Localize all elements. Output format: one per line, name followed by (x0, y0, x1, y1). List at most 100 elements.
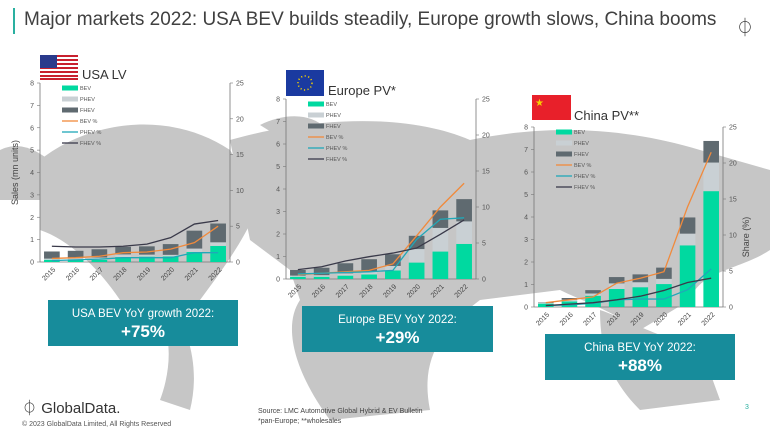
kpi-china-label: China BEV YoY 2022: (584, 342, 696, 354)
y-tick-label: 1 (524, 282, 528, 289)
y2-tick-label: 15 (236, 152, 244, 159)
legend-label: FHEV (326, 124, 341, 130)
bar-bev-2020 (162, 256, 179, 262)
x-tick-label: 2017 (583, 311, 599, 327)
y-tick-label: 5 (524, 192, 528, 199)
copyright: © 2023 GlobalData Limited, All Rights Re… (22, 421, 172, 428)
bar-phev-2016 (561, 299, 578, 302)
bar-fhev-2016 (313, 267, 330, 276)
bar-phev-2020 (656, 278, 672, 285)
line-phev-share (297, 217, 465, 275)
line-bev-share (51, 225, 219, 260)
y-tick-label: 6 (276, 142, 280, 149)
y2-tick-label: 15 (482, 169, 490, 176)
kpi-usa-label: USA BEV YoY growth 2022: (71, 308, 215, 320)
y-tick-label: 8 (524, 125, 528, 132)
bar-fhev-2020 (656, 267, 672, 279)
y-tick-label: 3 (30, 192, 34, 199)
bar-fhev-2016 (561, 298, 578, 300)
bar-bev-2021 (679, 245, 696, 307)
legend-item: FHEV % (62, 141, 101, 147)
bar-phev-2022 (703, 162, 719, 192)
line-phev-share (51, 252, 219, 262)
kpi-europe-label: Europe BEV YoY 2022: (338, 314, 457, 326)
bar-phev-2018 (608, 283, 625, 289)
bar-phev-2021 (186, 248, 203, 252)
line-fhev-share (545, 277, 712, 307)
page-number: 3 (745, 404, 749, 411)
legend-label: BEV (80, 86, 91, 92)
x-tick-label: 2015 (535, 311, 551, 327)
legend-label: BEV (326, 102, 337, 108)
legend-label: PHEV % (80, 130, 102, 136)
y-tick-label: 0 (524, 305, 528, 312)
y-tick-label: 7 (276, 119, 280, 126)
bar-bev-2016 (67, 259, 84, 262)
chart-title: Europe PV* (328, 83, 396, 98)
bar-phev-2017 (337, 273, 354, 276)
footnote-text: *pan-Europe; **wholesales (258, 418, 342, 425)
y-tick-label: 2 (524, 260, 528, 267)
bar-fhev-2022 (456, 199, 472, 222)
y2-tick-label: 5 (482, 241, 486, 248)
line-fhev-share (51, 219, 219, 248)
y-tick-label: 3 (524, 237, 528, 244)
y2-tick-label: 0 (482, 277, 486, 284)
y2-tick-label: 25 (729, 125, 737, 132)
bar-bev-2022 (210, 245, 226, 262)
bar-phev-2016 (313, 275, 330, 277)
legend-label: PHEV (326, 113, 341, 119)
y-tick-label: 1 (30, 237, 34, 244)
globaldata-logo: ⏀ GlobalData. (22, 397, 120, 418)
title-accent-bar (13, 8, 15, 34)
y2-tick-label: 20 (482, 133, 490, 140)
x-tick-label: 2016 (559, 311, 575, 327)
y-tick-label: 2 (276, 232, 280, 239)
bar-fhev-2017 (585, 290, 601, 294)
bar-phev-2015 (290, 275, 306, 277)
y-tick-label: 0 (276, 277, 280, 284)
bar-bev-2019 (385, 270, 401, 279)
flag-china: ★ (532, 95, 571, 120)
bar-bev-2018 (115, 257, 131, 262)
bar-bev-2022 (456, 243, 472, 279)
legend-swatch (308, 112, 324, 118)
bar-bev-2022 (703, 191, 719, 307)
legend-label: FHEV % (574, 185, 595, 191)
bar-bev-2017 (91, 259, 108, 262)
y2-tick-label: 25 (236, 81, 244, 88)
line-fhev-share (297, 219, 465, 271)
line-phev-share (545, 268, 712, 307)
bar-phev-2019 (139, 254, 155, 257)
y2-tick-label: 5 (729, 269, 733, 276)
legend-swatch (556, 140, 572, 146)
y2-axis-label: Share (%) (741, 217, 751, 258)
chart-title: China PV** (574, 108, 639, 123)
flag-usa (40, 55, 78, 80)
bar-fhev-2015 (290, 270, 306, 276)
brand-icon: ⏀ (22, 400, 38, 417)
bar-bev-2018 (608, 289, 625, 307)
bar-phev-2019 (385, 265, 401, 271)
legend-item: PHEV (308, 112, 341, 119)
y2-tick-label: 25 (482, 97, 490, 104)
bar-phev-2020 (162, 254, 179, 257)
legend-item: FHEV (556, 151, 589, 158)
y2-tick-label: 20 (729, 161, 737, 168)
y-tick-label: 8 (276, 97, 280, 104)
legend-item: BEV % (556, 163, 592, 169)
bar-fhev-2015 (44, 251, 60, 259)
legend-swatch (308, 101, 324, 107)
bar-bev-2018 (361, 274, 377, 279)
bar-phev-2018 (361, 271, 377, 275)
legend-item: BEV (62, 85, 91, 92)
kpi-europe-value: +29% (375, 328, 420, 347)
y-tick-label: 0 (30, 260, 34, 267)
bar-phev-2021 (432, 227, 449, 252)
bar-fhev-2018 (361, 259, 377, 272)
legend-label: PHEV (574, 141, 589, 147)
y-tick-label: 4 (30, 170, 34, 177)
legend-item: PHEV % (62, 130, 102, 136)
kpi-china-value: +88% (618, 356, 662, 375)
